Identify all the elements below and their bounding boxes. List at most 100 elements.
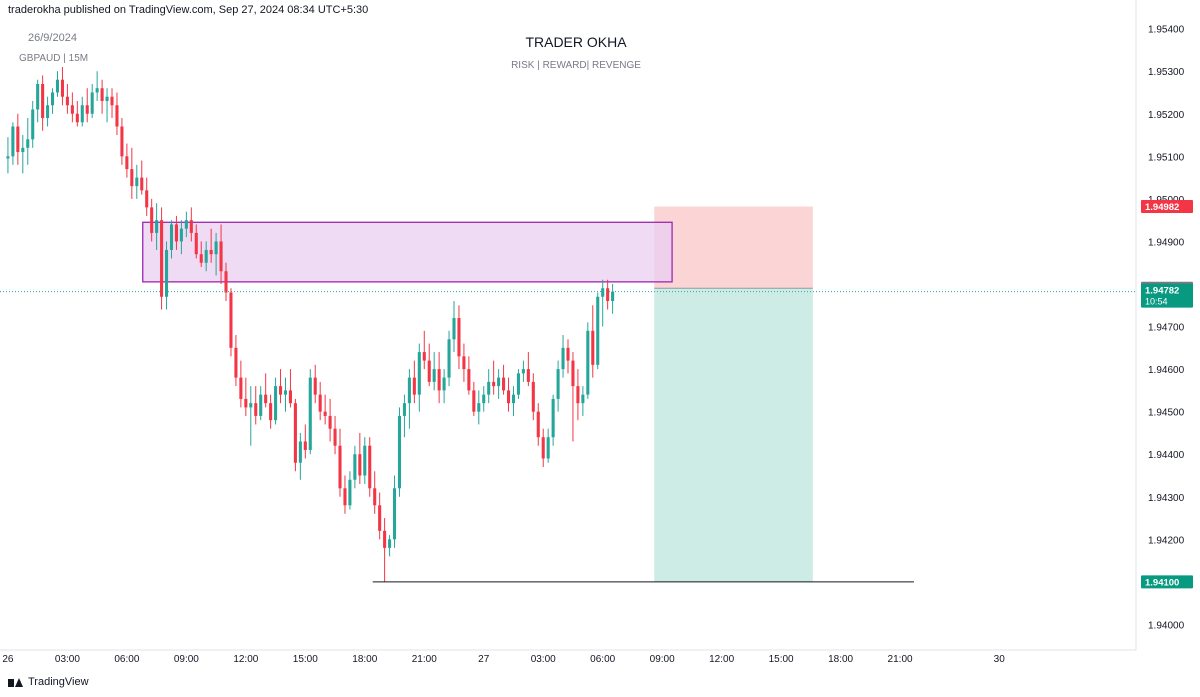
tradingview-brand[interactable]: TradingView	[8, 676, 89, 688]
candle-body	[184, 220, 188, 229]
countdown-label: 10:54	[1145, 297, 1168, 307]
candle	[373, 471, 377, 514]
candle	[338, 428, 342, 497]
candle	[541, 428, 545, 467]
time-tick-label: 18:00	[352, 654, 377, 665]
candle	[566, 339, 570, 374]
candle-body	[194, 232, 198, 255]
candle-body	[199, 254, 203, 263]
candle-body	[6, 156, 10, 159]
candle	[586, 322, 590, 399]
candle	[402, 394, 406, 438]
candle-body	[214, 241, 218, 255]
candle-body	[85, 105, 89, 114]
candle-body	[150, 207, 154, 233]
candle	[150, 198, 154, 242]
candle-body	[174, 224, 178, 242]
candle	[65, 83, 69, 114]
candle	[85, 88, 89, 123]
candle-body	[422, 352, 426, 361]
candle-body	[100, 88, 104, 101]
candle	[477, 390, 481, 425]
price-tick-label: 1.94600	[1148, 365, 1185, 376]
price-tick-label: 1.94300	[1148, 493, 1185, 504]
candle	[21, 135, 25, 174]
candle	[308, 369, 312, 455]
candle	[269, 394, 273, 429]
candle-body	[21, 147, 25, 153]
candle-body	[378, 505, 382, 531]
candle-body	[363, 445, 367, 476]
candle-body	[239, 377, 243, 399]
candle	[155, 203, 159, 250]
candle-body	[353, 454, 357, 480]
candle	[511, 386, 516, 416]
price-tick-label: 1.94700	[1148, 323, 1185, 334]
candle-body	[502, 377, 506, 391]
candle-body	[135, 177, 139, 187]
candle	[244, 377, 248, 416]
candle	[462, 343, 466, 382]
time-tick-label: 06:00	[590, 654, 615, 665]
candle	[174, 215, 178, 250]
candle	[388, 535, 392, 557]
time-tick-label: 21:00	[888, 654, 913, 665]
candle	[55, 71, 60, 97]
candle	[516, 369, 520, 399]
candle	[214, 232, 218, 276]
candle	[506, 377, 511, 412]
candle	[601, 279, 605, 327]
candle-body	[546, 437, 550, 459]
candle-body	[541, 437, 545, 459]
candle-body	[298, 441, 302, 463]
price-label-text: 1.94100	[1145, 577, 1179, 588]
candle	[11, 122, 15, 165]
candle	[189, 207, 193, 242]
candle-body	[521, 369, 525, 374]
candle	[447, 330, 451, 387]
time-tick-label: 27	[478, 654, 490, 665]
price-tick-label: 1.94000	[1148, 620, 1185, 631]
candle-body	[80, 105, 84, 123]
candle	[179, 220, 183, 255]
candle-body	[581, 394, 585, 404]
candle	[417, 343, 421, 412]
candle	[328, 398, 332, 442]
candle-body	[224, 271, 228, 293]
candle	[323, 394, 327, 425]
candle-body	[278, 386, 283, 395]
candle-body	[204, 249, 208, 263]
candle	[164, 241, 169, 310]
candle-body	[95, 88, 99, 93]
candle	[120, 118, 124, 165]
candle-body	[571, 360, 575, 387]
candle-body	[506, 390, 511, 404]
candle	[145, 177, 149, 216]
candle	[392, 475, 397, 548]
candle-body	[348, 479, 352, 506]
candle-body	[442, 377, 446, 391]
symbol-label: GBPAUD | 15M	[19, 53, 88, 64]
candle	[16, 113, 20, 165]
price-label-text: 1.94982	[1145, 202, 1179, 213]
candle-body	[303, 441, 307, 450]
candle	[278, 369, 283, 404]
time-tick-label: 30	[994, 654, 1006, 665]
candle	[596, 292, 600, 370]
candle-body	[274, 386, 278, 421]
candle-body	[130, 169, 134, 187]
time-tick-label: 26	[2, 654, 14, 665]
time-tick-label: 09:00	[650, 654, 675, 665]
candle-body	[140, 177, 144, 191]
candle	[412, 360, 416, 404]
candle-body	[179, 228, 183, 242]
candle	[169, 220, 174, 259]
candle-body	[487, 381, 491, 395]
candle-body	[358, 454, 362, 476]
candle	[422, 330, 426, 370]
candle	[432, 352, 436, 391]
candle-body	[392, 488, 397, 540]
candle	[457, 305, 461, 370]
